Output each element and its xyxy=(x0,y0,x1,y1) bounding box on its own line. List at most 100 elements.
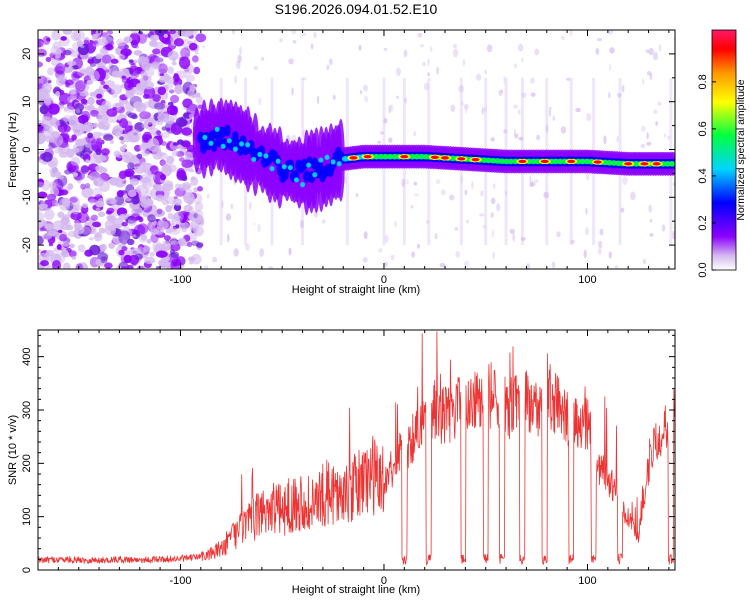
spectrogram-noise xyxy=(80,98,88,105)
spectrogram-noise xyxy=(62,115,72,122)
spectrogram-noise xyxy=(119,136,124,141)
spectrogram-noise xyxy=(291,134,297,143)
spectrogram-noise xyxy=(648,204,653,213)
spectrogram-noise xyxy=(47,80,52,84)
spectrogram-noise xyxy=(51,30,61,41)
snr-panel: -100 0 100 0 100 200 300 400 Height of straight… xyxy=(7,329,676,596)
spectrogram-noise xyxy=(377,140,382,144)
spectrogram-noise xyxy=(62,262,71,269)
spectrogram-noise xyxy=(142,81,155,90)
spectrogram-noise xyxy=(403,49,408,58)
spectrogram-noise xyxy=(188,113,194,119)
spectrogram-noise xyxy=(617,92,622,98)
spectrogram-noise xyxy=(83,39,89,46)
spectrogram-noise xyxy=(127,130,139,143)
spectrogram-noise xyxy=(89,63,96,67)
spectrogram-noise xyxy=(514,133,519,139)
spectrogram-noise xyxy=(144,256,156,265)
spectrogram-noise xyxy=(616,135,619,143)
spectrogram-noise xyxy=(43,81,49,87)
spectrogram-noise xyxy=(136,184,149,196)
spectrogram-noise xyxy=(417,32,423,38)
spectrogram-noise xyxy=(71,90,76,95)
spectrogram-noise xyxy=(165,163,177,173)
spectrogram-noise xyxy=(599,228,604,236)
spectrogram-noise xyxy=(92,187,103,197)
spectrogram-noise xyxy=(410,205,414,209)
spectrogram-ridge-core xyxy=(316,161,324,174)
spectrogram-noise xyxy=(603,135,607,145)
spectrogram-noise xyxy=(77,67,89,77)
spectrogram-ridge-peak xyxy=(232,146,238,152)
spectrogram-noise xyxy=(258,97,262,106)
spectrogram-noise xyxy=(434,233,438,240)
spectrogram-noise xyxy=(450,104,456,112)
spectrogram-noise xyxy=(321,219,326,224)
spectrogram-noise xyxy=(87,104,95,112)
spectrogram-ridge-peak xyxy=(220,143,226,149)
spectrogram-noise xyxy=(167,212,174,220)
spectrogram-noise xyxy=(156,208,163,215)
spectrogram-noise xyxy=(60,216,70,225)
spectrogram-noise xyxy=(130,30,139,35)
spectrogram-noise xyxy=(569,30,573,37)
spectrogram-hotspot xyxy=(471,157,480,162)
spectrogram-noise xyxy=(195,242,204,248)
spectrogram-noise xyxy=(106,108,118,117)
spectrogram-noise xyxy=(179,216,187,224)
spectrogram-noise xyxy=(529,175,532,182)
spectrogram-noise xyxy=(46,193,57,201)
spectrogram-noise xyxy=(513,104,518,109)
spectrogram-noise xyxy=(649,219,653,223)
spectrogram-noise xyxy=(38,48,47,57)
spectrogram-noise xyxy=(549,106,552,111)
spectrogram-noise xyxy=(110,84,123,95)
spectrogram-noise xyxy=(191,94,196,99)
spectrogram-noise xyxy=(171,61,177,66)
spectrogram-noise xyxy=(147,214,156,223)
spectrogram-noise xyxy=(63,106,75,113)
spectrogram-noise xyxy=(112,217,124,229)
spectrogram-noise xyxy=(90,214,98,221)
spectrogram-noise xyxy=(193,187,198,193)
spectrogram-noise xyxy=(87,58,94,64)
spectrogram-noise xyxy=(51,119,61,128)
spectrogram-noise xyxy=(500,89,504,94)
spectrogram-noise xyxy=(149,165,159,175)
spectrogram-noise xyxy=(186,242,193,248)
spectrogram-noise xyxy=(173,73,179,77)
spectrogram-noise xyxy=(55,63,66,75)
spectrogram-noise xyxy=(288,58,294,65)
colorbar-gradient xyxy=(712,30,736,270)
spectrogram-noise xyxy=(427,58,430,67)
colorbar-frame xyxy=(711,29,737,271)
spectrogram-noise xyxy=(146,238,152,244)
snr-ytick-label: 400 xyxy=(21,347,33,365)
spectrogram-noise xyxy=(56,244,62,250)
spectrogram-noise xyxy=(106,214,113,221)
colorbar-label: Normalized spectral amplitude xyxy=(735,79,747,220)
spectrogram-noise xyxy=(202,44,205,49)
spectrogram-noise xyxy=(169,226,181,236)
figure-title: S196.2026.094.01.52.E10 xyxy=(275,1,438,17)
spectrogram-noise xyxy=(551,261,556,269)
spectrogram-noise xyxy=(193,213,199,219)
spectrogram-noise xyxy=(192,226,199,235)
spectrogram-noise xyxy=(161,126,167,131)
spectrogram-noise xyxy=(165,228,172,234)
spectrogram-noise xyxy=(475,73,482,81)
spectrogram-noise xyxy=(108,242,115,249)
spectrogram-noise xyxy=(157,108,164,116)
spectrogram-noise xyxy=(114,195,125,206)
spectrogram-noise xyxy=(101,110,107,115)
spectrogram-noise xyxy=(614,265,619,269)
spectrogram-ridge-peak xyxy=(275,158,281,164)
spectrogram-noise xyxy=(70,124,77,131)
spectrogram-noise xyxy=(70,30,82,42)
spectrogram-noise xyxy=(384,261,388,267)
spectrogram-noise xyxy=(184,167,191,172)
snr-xlabel: Height of straight line (km) xyxy=(292,584,420,596)
spectrogram-noise xyxy=(288,247,292,256)
spectrogram-noise xyxy=(505,191,508,196)
